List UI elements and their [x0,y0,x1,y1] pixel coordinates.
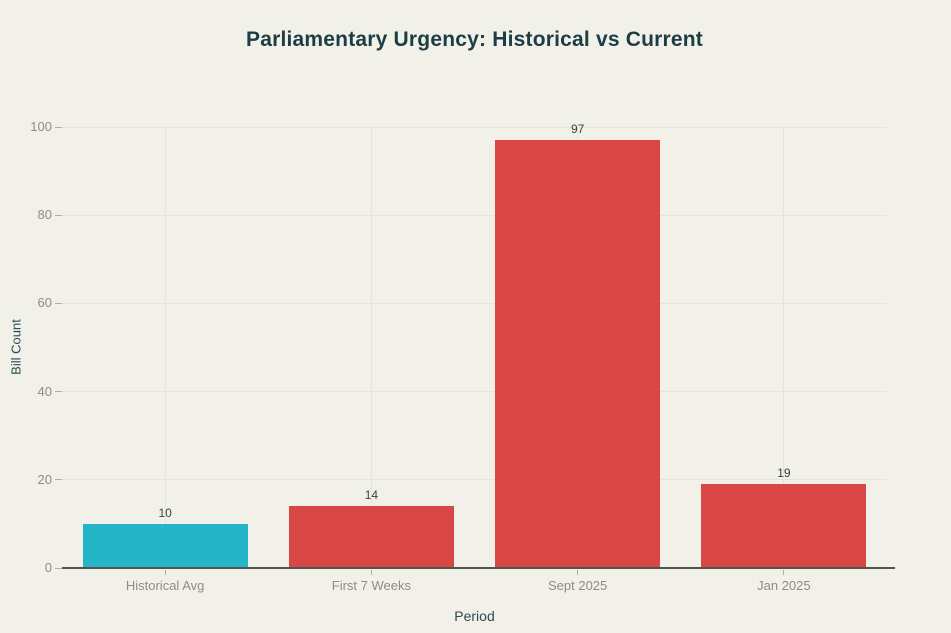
bar-value-label: 97 [570,122,585,137]
x-tick-mark [164,570,166,575]
y-tick-mark [55,126,62,128]
bar-first-7-weeks [288,506,454,568]
bar-jan-2025 [701,484,867,568]
y-tick-mark [55,567,62,569]
y-axis-title: Bill Count [8,319,24,375]
bar-value-label: 19 [777,466,791,481]
y-tick-label: 100 [30,119,52,134]
horizontal-gridline [62,391,887,393]
y-tick-mark [55,391,62,393]
vertical-gridline [164,127,166,568]
bar-historical-avg [82,523,248,568]
x-tick-label: Jan 2025 [757,578,811,593]
y-tick-label: 0 [44,560,52,575]
x-tick-label: Historical Avg [125,578,205,593]
bar-value-label: 10 [158,505,172,520]
x-tick-label: First 7 Weeks [331,578,411,593]
x-tick-mark [783,570,785,575]
x-tick-mark [577,570,579,575]
horizontal-gridline [62,302,887,304]
horizontal-gridline [62,126,887,128]
bar-value-label: 14 [364,488,379,503]
x-tick-label: Sept 2025 [547,578,608,593]
vertical-gridline [783,127,785,568]
x-axis-title: Period [454,608,495,624]
y-tick-label: 60 [37,295,52,311]
y-tick-mark [55,302,62,304]
x-tick-mark [370,570,372,575]
y-tick-mark [55,479,62,481]
x-axis-line [62,567,895,569]
bar-sept-2025 [495,140,661,568]
horizontal-gridline [62,214,887,216]
y-tick-label: 80 [37,207,52,223]
y-tick-label: 40 [37,383,52,399]
y-tick-label: 20 [37,471,52,487]
chart-title: Parliamentary Urgency: Historical vs Cur… [246,28,703,51]
y-tick-mark [55,214,62,216]
horizontal-gridline [62,479,887,481]
vertical-gridline [370,127,372,568]
